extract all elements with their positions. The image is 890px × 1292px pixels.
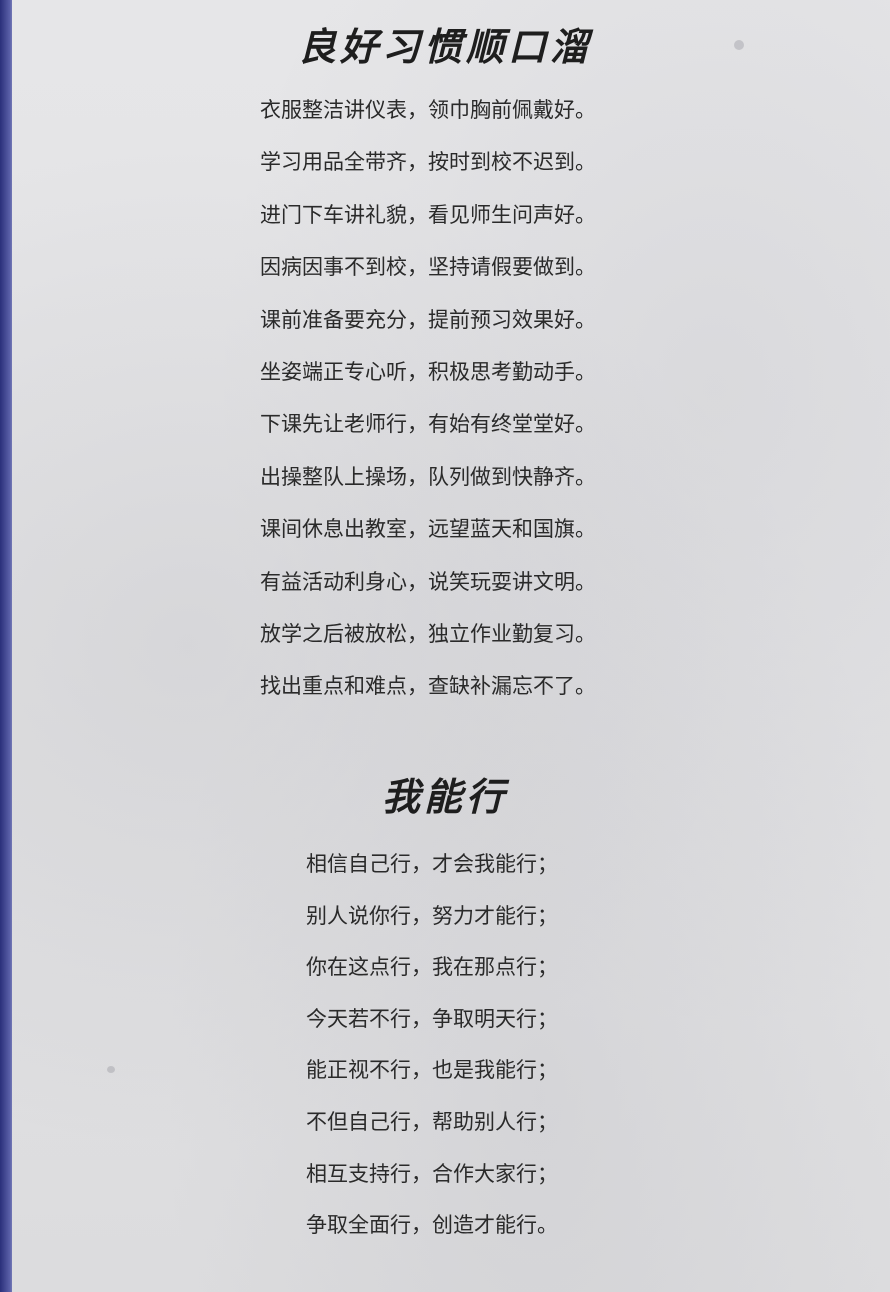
paper-smudge bbox=[107, 1066, 115, 1073]
poem-line: 不但自己行，帮助别人行； bbox=[306, 1109, 558, 1134]
poem-line: 相互支持行，合作大家行； bbox=[306, 1161, 558, 1186]
poem-line: 放学之后被放松，独立作业勤复习。 bbox=[260, 621, 596, 646]
poem-line: 你在这点行，我在那点行； bbox=[306, 955, 558, 980]
poem-line: 衣服整洁讲仪表，领巾胸前佩戴好。 bbox=[260, 98, 596, 122]
poem-line: 有益活动利身心，说笑玩耍讲文明。 bbox=[260, 569, 596, 594]
poem-line: 别人说你行，努力才能行； bbox=[306, 903, 558, 928]
poem-line: 相信自己行，才会我能行； bbox=[306, 852, 558, 876]
poem-line: 进门下车讲礼貌，看见师生问声好。 bbox=[260, 202, 596, 227]
poem-lines-good-habits: 衣服整洁讲仪表，领巾胸前佩戴好。 学习用品全带齐，按时到校不迟到。 进门下车讲礼… bbox=[260, 92, 660, 721]
poem-line: 今天若不行，争取明天行； bbox=[306, 1006, 558, 1031]
poem-title-i-can-do-it: 我能行 bbox=[381, 774, 508, 819]
paper-smudge bbox=[734, 40, 744, 50]
poem-line: 课前准备要充分，提前预习效果好。 bbox=[260, 307, 596, 332]
poem-line: 坐姿端正专心听，积极思考勤动手。 bbox=[260, 359, 596, 384]
poem-line: 下课先让老师行，有始有终堂堂好。 bbox=[260, 412, 596, 437]
poster-paper bbox=[12, 0, 890, 1292]
poem-line: 出操整队上操场，队列做到快静齐。 bbox=[260, 464, 596, 489]
poem-line: 找出重点和难点，查缺补漏忘不了。 bbox=[260, 674, 596, 699]
poem-line: 因病因事不到校，坚持请假要做到。 bbox=[260, 255, 596, 280]
board-frame-edge bbox=[0, 0, 14, 1292]
poem-title-good-habits: 良好习惯顺口溜 bbox=[297, 24, 592, 69]
poem-line: 争取全面行，创造才能行。 bbox=[306, 1213, 558, 1238]
poem-lines-i-can-do-it: 相信自己行，才会我能行； 别人说你行，努力才能行； 你在这点行，我在那点行； 今… bbox=[306, 846, 626, 1259]
poem-line: 课间休息出教室，远望蓝天和国旗。 bbox=[260, 517, 596, 542]
poem-line: 能正视不行，也是我能行； bbox=[306, 1058, 558, 1083]
poem-line: 学习用品全带齐，按时到校不迟到。 bbox=[260, 150, 596, 175]
